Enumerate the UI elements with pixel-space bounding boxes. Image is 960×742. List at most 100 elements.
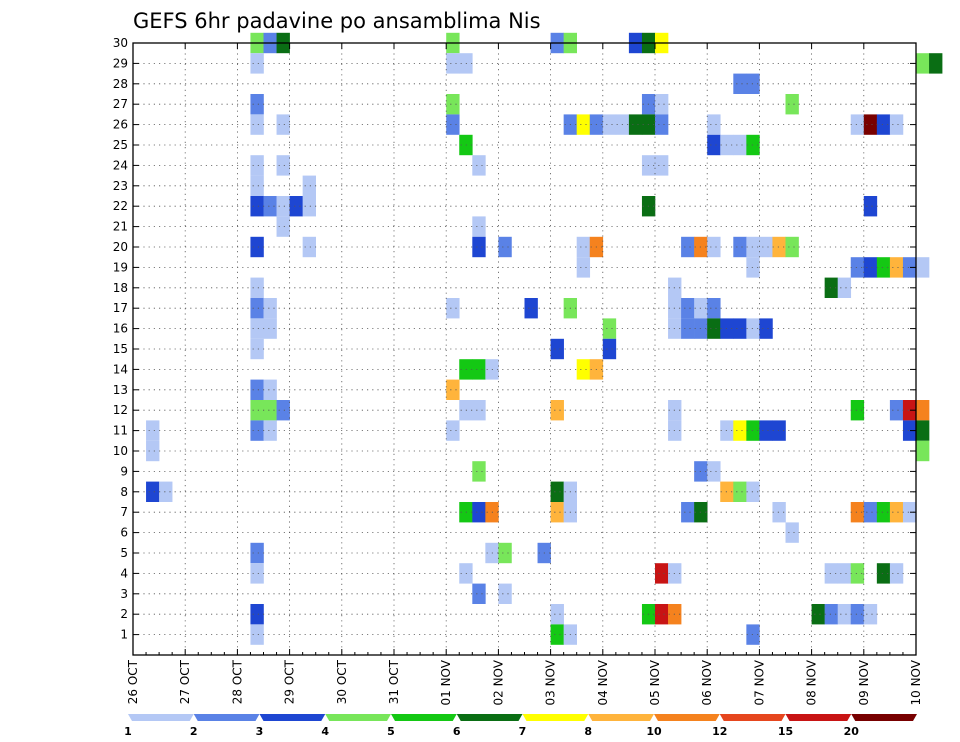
heatmap-cell [472,583,486,604]
heatmap-cell [746,236,760,258]
y-tick-label: 9 [120,464,128,478]
heatmap-cell [733,73,747,94]
heatmap-cell [302,175,316,196]
heatmap-cell [889,114,904,135]
heatmap-cell [250,196,264,217]
heatmap-cell [863,257,878,278]
y-tick-label: 12 [113,403,128,417]
heatmap-cell [276,400,290,421]
heatmap-cell [733,481,747,502]
heatmap-cell [837,563,852,584]
heatmap-cell [916,257,930,278]
heatmap-cell [681,236,695,258]
heatmap-cell [902,400,917,421]
heatmap-cell [550,502,564,523]
heatmap-cell [289,196,303,217]
y-tick-label: 30 [113,36,128,50]
heatmap-cell [785,94,799,115]
heatmap-cell [772,236,786,258]
colorbar-segment [851,714,917,721]
heatmap-cell [302,236,316,258]
x-tick-label: 05 NOV [648,659,662,705]
x-tick-label: 04 NOV [596,659,610,705]
colorbar-segment [522,714,589,721]
x-tick-label: 01 NOV [439,659,453,705]
heatmap-cell [263,196,277,217]
heatmap-cell [707,134,721,156]
y-tick-label: 24 [113,158,128,172]
heatmap-cell [733,318,747,339]
colorbar-label: 6 [453,725,461,738]
heatmap-cell [772,502,786,523]
heatmap-cell [824,277,838,298]
heatmap-cell [824,604,838,625]
heatmap-cell [250,604,264,625]
heatmap-cell [263,318,277,339]
colorbar-segment [785,714,852,721]
heatmap-cell [850,502,865,523]
heatmap-cell [250,298,264,319]
heatmap-cell [550,400,564,421]
colorbar-label: 3 [256,725,264,738]
y-tick-label: 28 [113,77,128,91]
heatmap-cell [250,542,264,564]
heatmap-cell [472,502,486,523]
heatmap-cell [276,196,290,217]
colorbar-segment [456,714,523,721]
heatmap-cell [576,236,591,258]
heatmap-cell [263,420,277,441]
colorbar-segment [259,714,326,721]
heatmap-cell [876,502,891,523]
heatmap-cell [876,257,891,278]
colorbar-label: 7 [519,725,527,738]
heatmap-cell [550,338,564,360]
colorbar-segment [391,714,457,721]
heatmap-cell [472,236,486,258]
colorbar-label: 8 [584,725,592,738]
heatmap-cell [916,400,930,421]
heatmap-cell [250,420,264,441]
heatmap-cell [498,583,512,604]
heatmap-cell [472,400,486,421]
colorbar-segment [719,714,786,721]
x-tick-label: 03 NOV [544,659,558,705]
y-tick-label: 10 [113,444,128,458]
heatmap-cell [472,155,486,176]
heatmap-cell [850,563,865,584]
heatmap-cell [772,420,786,441]
heatmap-cell [146,481,160,502]
y-tick-label: 26 [113,118,128,132]
heatmap-cell [550,604,564,625]
y-tick-label: 17 [113,301,128,315]
colorbar-segment [128,714,194,721]
heatmap-cell [446,53,460,74]
x-tick-label: 26 OCT [126,659,140,704]
x-tick-label: 07 NOV [752,659,766,705]
y-tick-label: 7 [120,505,128,519]
heatmap-cell [681,298,695,319]
heatmap-cell [472,359,486,380]
heatmap-cell [276,216,290,237]
x-tick-label: 31 OCT [387,659,401,704]
heatmap-cell [250,175,264,196]
heatmap-cell [876,563,891,584]
heatmap-cell [655,563,669,584]
heatmap-cell [276,114,290,135]
heatmap-cell [146,440,160,462]
heatmap-cell [446,379,460,400]
heatmap-cell [863,604,878,625]
heatmap-cell [250,114,264,135]
heatmap-cell [263,298,277,319]
heatmap-cell [785,522,799,543]
heatmap-cell [602,114,617,135]
heatmap-cell [250,236,264,258]
heatmap-cell [159,481,173,502]
heatmap-cell [250,155,264,176]
x-tick-label: 09 NOV [857,659,871,705]
heatmap-cell [550,481,564,502]
heatmap-cell [655,604,669,625]
heatmap-cell [759,420,773,441]
heatmap-cell [250,379,264,400]
heatmap-cell [733,134,747,156]
